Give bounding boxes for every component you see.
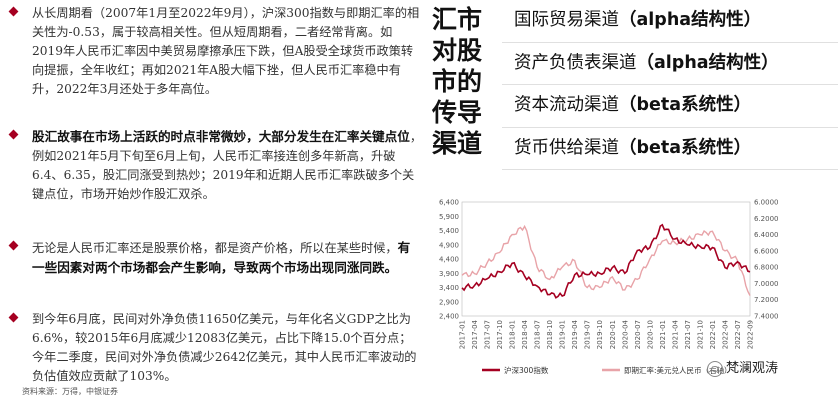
y-right-tick-label: 7.2000	[754, 296, 779, 304]
bullet-diamond-icon	[8, 312, 19, 323]
channel-list: 国际贸易渠道（alpha结构性） 资产负债表渠道（alpha结构性） 资本流动渠…	[502, 0, 838, 170]
bullet-diamond-icon	[8, 6, 19, 17]
bullet-item: 无论是人民币汇率还是股票价格，都是资产价格，所以在某些时候，有一些因素对两个市场…	[8, 238, 422, 278]
channel-tag: （alpha结构性）	[619, 10, 762, 30]
channel-tag: （alpha结构性）	[636, 52, 779, 73]
channel-panel: 汇市 对股 市的 传导 渠道 国际贸易渠道（alpha结构性） 资产负债表渠道（…	[432, 0, 840, 405]
source-note: 资料来源：万得，中银证券	[22, 387, 118, 396]
bullet-item: 股汇故事在市场上活跃的时点非常微妙，大部分发生在汇率关键点位，例如2021年5月…	[8, 127, 422, 204]
y-left-tick-label: 5,900	[439, 213, 459, 221]
y-left-tick-label: 4,900	[439, 241, 459, 249]
channel-item-money-supply: 货币供给渠道（beta系统性）	[502, 128, 838, 170]
x-tick-label: 2021-04	[671, 319, 679, 349]
title-line: 市的	[432, 67, 483, 96]
channel-name: 国际贸易渠道	[514, 10, 619, 30]
line-chart: 6,400 5,900 5,400 4,900 4,400 3,900 3,400 2,900…	[432, 192, 840, 405]
plain-text: 到今年6月底，民间对外净负债11650亿美元，与年化名义GDP之比为6.6%，较…	[32, 312, 417, 383]
series-line	[461, 223, 751, 299]
bullet-item: 到今年6月底，民间对外净负债11650亿美元，与年化名义GDP之比为6.6%，较…	[8, 310, 422, 386]
y-right-tick-label: 7.0000	[754, 280, 779, 288]
wechat-icon	[707, 360, 723, 377]
plain-text: ，例如2021年5月下旬至6月上旬，人民币汇率接连创多年新高，升破6.4、6.3…	[32, 130, 422, 201]
series-line	[461, 224, 751, 296]
bullet-text: 到今年6月底，民间对外净负债11650亿美元，与年化名义GDP之比为6.6%，较…	[32, 310, 422, 386]
text-panel: 从长周期看（2007年1月至2022年9月），沪深300指数与即期汇率的相关性为…	[8, 4, 422, 386]
bold-text: 有一些因素对两个市场都会产生影响，导致两个市场出现同涨同跌。	[32, 240, 411, 275]
bullet-text: 股汇故事在市场上活跃的时点非常微妙，大部分发生在汇率关键点位，例如2021年5月…	[32, 127, 422, 204]
x-tick-label: 2021-07	[684, 320, 692, 349]
y-left-tick-label: 5,400	[439, 227, 459, 235]
channel-item-balance-sheet: 资产负债表渠道（alpha结构性）	[502, 43, 838, 85]
y-left-tick-label: 2,900	[439, 298, 459, 306]
channel-name: 资产负债表渠道	[514, 52, 637, 73]
y-left-tick-label: 3,400	[439, 284, 459, 292]
bullet-text: 从长周期看（2007年1月至2022年9月），沪深300指数与即期汇率的相关性为…	[32, 4, 422, 99]
x-tick-label: 2020-01	[609, 320, 617, 349]
y-left-tick-label: 4,400	[439, 256, 459, 264]
title-line: 传导	[432, 98, 483, 127]
x-tick-label: 2020-10	[646, 320, 654, 349]
plain-text: 无论是人民币汇率还是股票价格，都是资产价格，所以在某些时候，	[32, 241, 398, 255]
title-line: 渠道	[432, 129, 483, 158]
x-tick-label: 2017-04	[471, 319, 479, 349]
y-right-tick-label: 6.2000	[754, 215, 779, 223]
y-right-tick-label: 6.6000	[754, 247, 779, 255]
x-tick-label: 2021-01	[659, 320, 667, 349]
x-tick-label: 2022-07	[734, 320, 742, 349]
vertical-title: 汇市 对股 市的 传导 渠道	[432, 4, 496, 159]
channel-name: 资本流动渠道	[514, 95, 619, 115]
x-tick-label: 2018-07	[534, 320, 542, 349]
y-right-tick-label: 6.0000	[754, 199, 779, 207]
bullet-diamond-icon	[8, 129, 19, 140]
y-left-tick-label: 6,400	[439, 199, 459, 207]
x-tick-label: 2020-07	[634, 320, 642, 349]
channel-item-capital-flow: 资本流动渠道（beta系统性）	[502, 85, 838, 128]
channel-item-trade: 国际贸易渠道（alpha结构性）	[502, 0, 838, 43]
bullet-item: 从长周期看（2007年1月至2022年9月），沪深300指数与即期汇率的相关性为…	[8, 4, 422, 99]
bullet-diamond-icon	[8, 240, 19, 251]
x-tick-label: 2019-04	[571, 319, 579, 349]
x-tick-label: 2019-10	[596, 320, 604, 349]
channel-tag: （beta系统性）	[619, 95, 752, 115]
bold-text: 股汇故事在市场上活跃的时点非常微妙，大部分发生在汇率关键点位	[32, 129, 410, 144]
title-line: 对股	[432, 36, 483, 65]
channel-tag: （beta系统性）	[619, 137, 752, 158]
x-tick-label: 2022-04	[721, 319, 729, 349]
x-tick-label: 2018-01	[509, 320, 517, 349]
y-left-tick-label: 3,900	[439, 270, 459, 278]
x-tick-label: 2017-07	[484, 320, 492, 349]
legend-label: 沪深300指数	[504, 365, 549, 375]
x-tick-label: 2022-09	[747, 320, 755, 349]
x-tick-label: 2022-01	[709, 320, 717, 349]
title-line: 汇市	[432, 5, 483, 34]
bullet-text: 无论是人民币汇率还是股票价格，都是资产价格，所以在某些时候，有一些因素对两个市场…	[32, 238, 422, 278]
y-left-tick-label: 2,400	[439, 313, 459, 321]
x-tick-label: 2018-10	[546, 320, 554, 349]
y-right-tick-label: 6.4000	[754, 231, 779, 239]
x-tick-label: 2018-04	[521, 319, 529, 349]
chart-svg: 6,400 5,900 5,400 4,900 4,400 3,900 3,400 2,900…	[439, 199, 779, 376]
y-right-tick-label: 7.4000	[754, 313, 779, 321]
watermark-text: 梵澜观涛	[726, 361, 779, 376]
x-tick-label: 2019-01	[559, 320, 567, 349]
plain-text: 从长周期看（2007年1月至2022年9月），沪深300指数与即期汇率的相关性为…	[32, 6, 420, 96]
y-right-tick-label: 6.8000	[754, 264, 779, 272]
x-tick-label: 2020-04	[621, 319, 629, 349]
x-tick-label: 2021-10	[696, 320, 704, 349]
x-tick-label: 2017-01	[459, 320, 467, 349]
legend-label: 即期汇率:美元兑人民币（右轴）	[624, 365, 732, 375]
plot-frame	[461, 201, 751, 317]
x-tick-label: 2017-10	[496, 320, 504, 349]
x-tick-label: 2019-07	[584, 320, 592, 349]
watermark: 梵澜观涛	[707, 357, 778, 377]
channel-name: 货币供给渠道	[514, 137, 619, 158]
